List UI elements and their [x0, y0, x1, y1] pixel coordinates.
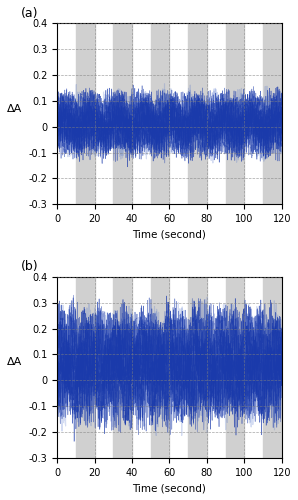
Bar	[76, 277, 94, 458]
Y-axis label: ΔA: ΔA	[7, 104, 22, 114]
Bar	[151, 24, 170, 204]
Bar	[226, 277, 244, 458]
Bar	[76, 24, 94, 204]
Bar	[151, 277, 170, 458]
X-axis label: Time (second): Time (second)	[133, 483, 207, 493]
Bar	[188, 24, 207, 204]
Bar	[188, 277, 207, 458]
Bar	[263, 277, 282, 458]
Bar	[113, 277, 132, 458]
Bar	[263, 24, 282, 204]
Text: (a): (a)	[21, 7, 39, 20]
Y-axis label: ΔA: ΔA	[7, 358, 22, 368]
Text: (b): (b)	[21, 260, 39, 274]
Bar	[226, 24, 244, 204]
Bar	[113, 24, 132, 204]
X-axis label: Time (second): Time (second)	[133, 230, 207, 239]
